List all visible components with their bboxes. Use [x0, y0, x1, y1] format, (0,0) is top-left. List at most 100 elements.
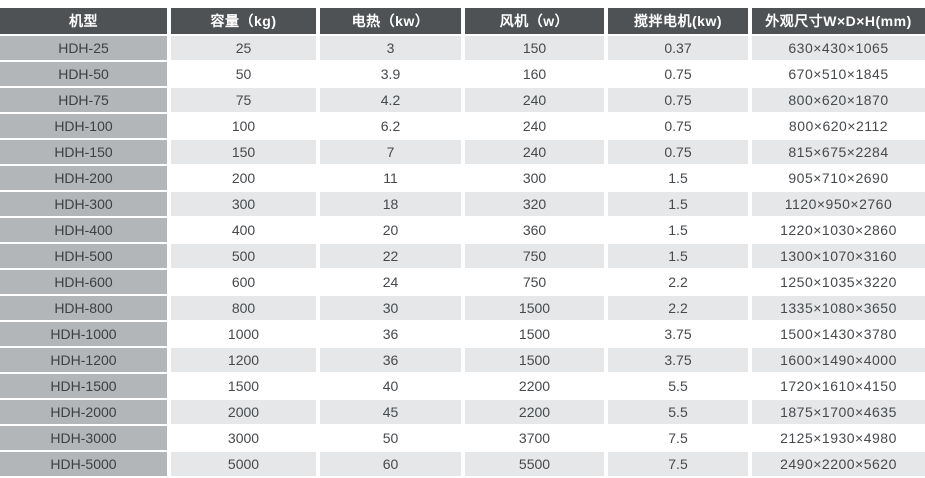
cell-heating: 11 — [320, 166, 461, 190]
cell-fan: 2200 — [465, 374, 604, 398]
cell-dimensions: 1220×1030×2860 — [752, 218, 925, 242]
cell-model: HDH-800 — [0, 296, 167, 320]
cell-motor: 7.5 — [608, 452, 748, 476]
spec-table: 机型 容量（kg) 电热（kw） 风机（w） 搅拌电机(kw) 外观尺寸W×D×… — [0, 8, 925, 476]
cell-motor: 2.2 — [608, 270, 748, 294]
cell-fan: 150 — [465, 36, 604, 60]
cell-motor: 0.75 — [608, 88, 748, 112]
cell-motor: 1.5 — [608, 166, 748, 190]
cell-model: HDH-75 — [0, 88, 167, 112]
cell-fan: 5500 — [465, 452, 604, 476]
cell-dimensions: 1120×950×2760 — [752, 192, 925, 216]
cell-dimensions: 800×620×1870 — [752, 88, 925, 112]
cell-motor: 0.37 — [608, 36, 748, 60]
cell-motor: 5.5 — [608, 374, 748, 398]
cell-capacity: 200 — [171, 166, 316, 190]
cell-model: HDH-100 — [0, 114, 167, 138]
cell-fan: 240 — [465, 114, 604, 138]
cell-heating: 60 — [320, 452, 461, 476]
cell-dimensions: 815×675×2284 — [752, 140, 925, 164]
cell-motor: 7.5 — [608, 426, 748, 450]
cell-heating: 6.2 — [320, 114, 461, 138]
cell-heating: 24 — [320, 270, 461, 294]
cell-motor: 3.75 — [608, 348, 748, 372]
cell-capacity: 75 — [171, 88, 316, 112]
cell-heating: 3 — [320, 36, 461, 60]
cell-fan: 2200 — [465, 400, 604, 424]
cell-dimensions: 1500×1430×3780 — [752, 322, 925, 346]
cell-model: HDH-1500 — [0, 374, 167, 398]
cell-model: HDH-150 — [0, 140, 167, 164]
cell-capacity: 1200 — [171, 348, 316, 372]
cell-heating: 36 — [320, 348, 461, 372]
cell-model: HDH-400 — [0, 218, 167, 242]
cell-dimensions: 800×620×2112 — [752, 114, 925, 138]
col-header-heating: 电热（kw） — [320, 8, 461, 34]
col-header-motor: 搅拌电机(kw) — [608, 8, 748, 34]
cell-heating: 50 — [320, 426, 461, 450]
cell-fan: 240 — [465, 140, 604, 164]
cell-motor: 0.75 — [608, 62, 748, 86]
cell-heating: 18 — [320, 192, 461, 216]
cell-heating: 45 — [320, 400, 461, 424]
cell-motor: 1.5 — [608, 192, 748, 216]
cell-motor: 2.2 — [608, 296, 748, 320]
cell-dimensions: 2125×1930×4980 — [752, 426, 925, 450]
cell-dimensions: 1335×1080×3650 — [752, 296, 925, 320]
cell-fan: 1500 — [465, 348, 604, 372]
cell-capacity: 500 — [171, 244, 316, 268]
cell-motor: 3.75 — [608, 322, 748, 346]
cell-heating: 4.2 — [320, 88, 461, 112]
cell-motor: 1.5 — [608, 244, 748, 268]
cell-model: HDH-600 — [0, 270, 167, 294]
cell-capacity: 600 — [171, 270, 316, 294]
cell-dimensions: 670×510×1845 — [752, 62, 925, 86]
cell-model: HDH-300 — [0, 192, 167, 216]
cell-dimensions: 1250×1035×3220 — [752, 270, 925, 294]
cell-model: HDH-5000 — [0, 452, 167, 476]
cell-capacity: 300 — [171, 192, 316, 216]
cell-capacity: 150 — [171, 140, 316, 164]
cell-heating: 36 — [320, 322, 461, 346]
cell-dimensions: 630×430×1065 — [752, 36, 925, 60]
cell-motor: 5.5 — [608, 400, 748, 424]
cell-model: HDH-500 — [0, 244, 167, 268]
cell-heating: 30 — [320, 296, 461, 320]
cell-motor: 0.75 — [608, 114, 748, 138]
cell-fan: 3700 — [465, 426, 604, 450]
cell-capacity: 100 — [171, 114, 316, 138]
cell-model: HDH-50 — [0, 62, 167, 86]
cell-heating: 22 — [320, 244, 461, 268]
cell-motor: 1.5 — [608, 218, 748, 242]
cell-dimensions: 2490×2200×5620 — [752, 452, 925, 476]
cell-model: HDH-3000 — [0, 426, 167, 450]
cell-dimensions: 905×710×2690 — [752, 166, 925, 190]
cell-capacity: 800 — [171, 296, 316, 320]
cell-fan: 360 — [465, 218, 604, 242]
cell-capacity: 400 — [171, 218, 316, 242]
cell-heating: 20 — [320, 218, 461, 242]
cell-fan: 320 — [465, 192, 604, 216]
cell-capacity: 50 — [171, 62, 316, 86]
cell-model: HDH-25 — [0, 36, 167, 60]
cell-capacity: 3000 — [171, 426, 316, 450]
cell-capacity: 2000 — [171, 400, 316, 424]
cell-heating: 3.9 — [320, 62, 461, 86]
col-header-model: 机型 — [0, 8, 167, 34]
cell-fan: 240 — [465, 88, 604, 112]
cell-dimensions: 1875×1700×4635 — [752, 400, 925, 424]
cell-capacity: 25 — [171, 36, 316, 60]
cell-heating: 7 — [320, 140, 461, 164]
cell-fan: 1500 — [465, 322, 604, 346]
cell-model: HDH-1000 — [0, 322, 167, 346]
cell-motor: 0.75 — [608, 140, 748, 164]
col-header-capacity: 容量（kg) — [171, 8, 316, 34]
cell-heating: 40 — [320, 374, 461, 398]
cell-dimensions: 1720×1610×4150 — [752, 374, 925, 398]
cell-model: HDH-200 — [0, 166, 167, 190]
cell-capacity: 1000 — [171, 322, 316, 346]
cell-model: HDH-1200 — [0, 348, 167, 372]
cell-dimensions: 1300×1070×3160 — [752, 244, 925, 268]
cell-dimensions: 1600×1490×4000 — [752, 348, 925, 372]
